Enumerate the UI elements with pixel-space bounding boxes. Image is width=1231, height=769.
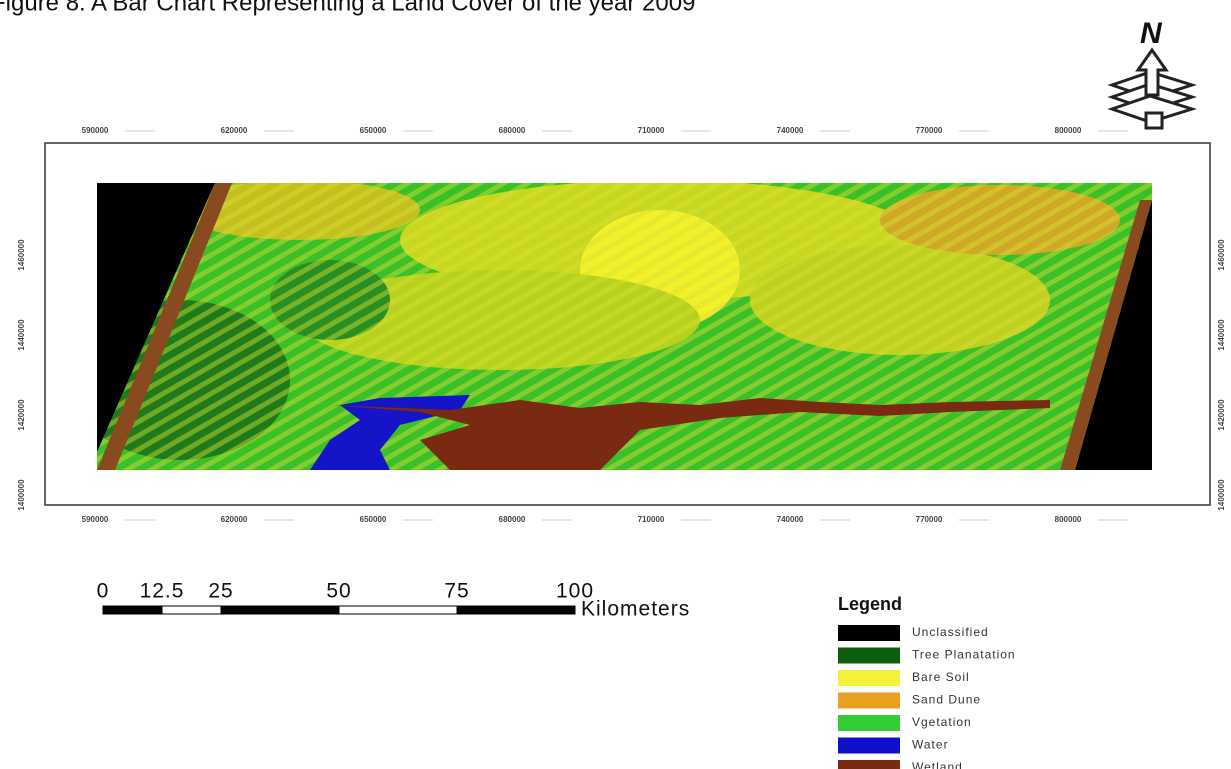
scale-label: 100 <box>556 580 594 603</box>
map-grid-labels: 590000 590000 620000 620000 650000 650000 6800… <box>17 126 1226 524</box>
figure-title: Figure 8: A Bar Chart Representing a Lan… <box>0 0 695 16</box>
x-coord-label: 740000 <box>777 126 804 135</box>
north-label: N <box>1140 17 1163 50</box>
scale-label: 50 <box>326 580 351 603</box>
x-coord-label: 650000 <box>360 515 387 524</box>
y-coord-label: 1440000 <box>17 319 26 351</box>
north-arrow: N <box>1107 17 1198 130</box>
y-coord-label: 1460000 <box>1217 239 1226 271</box>
y-coord-label: 1420000 <box>1217 399 1226 431</box>
x-coord-label: 770000 <box>916 126 943 135</box>
x-coord-label: 740000 <box>777 515 804 524</box>
legend-title: Legend <box>838 594 902 614</box>
legend-swatch <box>838 737 900 754</box>
x-coord-label: 710000 <box>638 126 665 135</box>
scale-segment <box>161 605 222 615</box>
scale-segment <box>220 605 340 615</box>
y-coord-label: 1420000 <box>17 399 26 431</box>
scale-segment <box>338 605 458 615</box>
legend-swatch <box>838 647 900 664</box>
x-coord-label: 590000 <box>82 515 109 524</box>
scale-segment <box>456 605 576 615</box>
x-coord-label: 650000 <box>360 126 387 135</box>
x-coord-label: 680000 <box>499 515 526 524</box>
legend-label: Tree Planatation <box>912 648 1016 662</box>
land-cover-raster <box>97 183 1152 470</box>
x-coord-label: 620000 <box>221 515 248 524</box>
legend-label: Water <box>912 738 949 752</box>
x-coord-label: 800000 <box>1055 515 1082 524</box>
legend-swatch <box>838 692 900 709</box>
legend-swatch <box>838 760 900 769</box>
legend-label: Bare Soil <box>912 670 970 684</box>
legend-label: Wetland <box>912 760 963 769</box>
x-coord-label: 620000 <box>221 126 248 135</box>
legend-swatch <box>838 625 900 641</box>
legend-label: Unclassified <box>912 625 989 639</box>
x-coord-label: 710000 <box>638 515 665 524</box>
scale-segment <box>102 605 163 615</box>
scale-label: 75 <box>444 580 469 603</box>
y-coord-label: 1460000 <box>17 239 26 271</box>
legend-swatch <box>838 670 900 686</box>
y-coord-label: 1440000 <box>1217 319 1226 351</box>
x-coord-label: 770000 <box>916 515 943 524</box>
legend: Legend Unclassified Tree Planatation Bare … <box>838 594 1016 769</box>
scale-label: 0 <box>97 580 110 603</box>
legend-label: Sand Dune <box>912 693 981 707</box>
scale-label: 12.5 <box>140 580 185 603</box>
scale-unit: Kilometers <box>581 598 690 621</box>
legend-label: Vgetation <box>912 715 972 729</box>
x-coord-label: 590000 <box>82 126 109 135</box>
y-coord-label: 1400000 <box>1217 479 1226 511</box>
legend-swatch <box>838 715 900 731</box>
scale-label: 25 <box>208 580 233 603</box>
x-coord-label: 800000 <box>1055 126 1082 135</box>
y-coord-label: 1400000 <box>17 479 26 511</box>
x-coord-label: 680000 <box>499 126 526 135</box>
